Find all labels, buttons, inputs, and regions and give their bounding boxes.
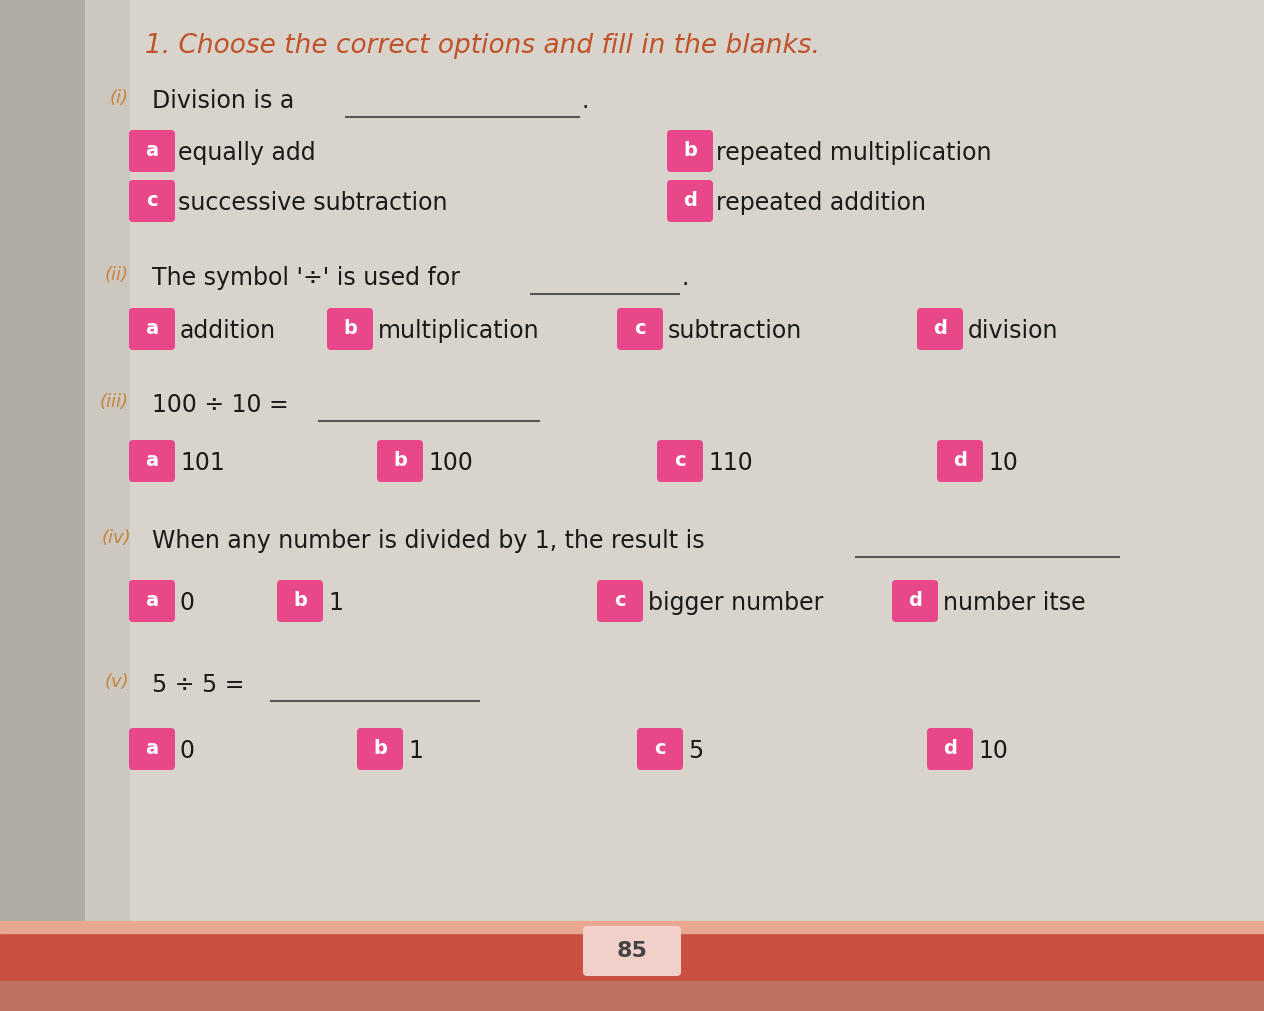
Text: c: c bbox=[614, 591, 626, 611]
FancyBboxPatch shape bbox=[129, 580, 174, 622]
FancyBboxPatch shape bbox=[916, 308, 963, 350]
FancyBboxPatch shape bbox=[356, 728, 403, 770]
Text: equally add: equally add bbox=[178, 141, 316, 165]
Text: 1: 1 bbox=[408, 739, 423, 763]
Text: b: b bbox=[393, 452, 407, 470]
Text: b: b bbox=[293, 591, 307, 611]
Text: a: a bbox=[145, 739, 158, 758]
Text: 1. Choose the correct options and fill in the blanks.: 1. Choose the correct options and fill i… bbox=[145, 33, 820, 59]
FancyBboxPatch shape bbox=[892, 580, 938, 622]
Text: repeated multiplication: repeated multiplication bbox=[715, 141, 991, 165]
Text: 100 ÷ 10 =: 100 ÷ 10 = bbox=[152, 393, 288, 417]
FancyBboxPatch shape bbox=[657, 440, 703, 482]
Text: c: c bbox=[635, 319, 646, 339]
Text: d: d bbox=[933, 319, 947, 339]
Text: .: . bbox=[581, 89, 589, 113]
Text: 10: 10 bbox=[978, 739, 1007, 763]
Text: 1: 1 bbox=[327, 591, 343, 615]
Text: (iv): (iv) bbox=[102, 529, 131, 547]
Text: a: a bbox=[145, 319, 158, 339]
Text: (v): (v) bbox=[105, 673, 130, 691]
FancyBboxPatch shape bbox=[129, 130, 174, 172]
Text: b: b bbox=[683, 142, 696, 161]
Bar bbox=[0, 933, 1264, 981]
FancyBboxPatch shape bbox=[597, 580, 643, 622]
FancyBboxPatch shape bbox=[617, 308, 664, 350]
FancyBboxPatch shape bbox=[637, 728, 683, 770]
Text: 5 ÷ 5 =: 5 ÷ 5 = bbox=[152, 673, 244, 697]
Text: 110: 110 bbox=[708, 451, 753, 475]
Text: bigger number: bigger number bbox=[648, 591, 823, 615]
Text: b: b bbox=[343, 319, 356, 339]
Text: a: a bbox=[145, 591, 158, 611]
Text: d: d bbox=[953, 452, 967, 470]
Text: 0: 0 bbox=[179, 591, 195, 615]
Text: Division is a: Division is a bbox=[152, 89, 295, 113]
Bar bbox=[0, 981, 1264, 1011]
Text: addition: addition bbox=[179, 319, 276, 343]
FancyBboxPatch shape bbox=[277, 580, 324, 622]
Polygon shape bbox=[0, 0, 85, 1011]
Text: a: a bbox=[145, 452, 158, 470]
Text: The symbol '÷' is used for: The symbol '÷' is used for bbox=[152, 266, 460, 290]
Text: 100: 100 bbox=[428, 451, 473, 475]
Text: c: c bbox=[147, 191, 158, 210]
Text: successive subtraction: successive subtraction bbox=[178, 191, 447, 215]
Text: When any number is divided by 1, the result is: When any number is divided by 1, the res… bbox=[152, 529, 704, 553]
Text: division: division bbox=[968, 319, 1058, 343]
FancyBboxPatch shape bbox=[377, 440, 423, 482]
Bar bbox=[0, 921, 1264, 933]
FancyBboxPatch shape bbox=[327, 308, 373, 350]
Text: 101: 101 bbox=[179, 451, 225, 475]
Text: d: d bbox=[683, 191, 696, 210]
Text: (ii): (ii) bbox=[105, 266, 129, 284]
FancyBboxPatch shape bbox=[129, 180, 174, 222]
Text: multiplication: multiplication bbox=[378, 319, 540, 343]
Text: b: b bbox=[373, 739, 387, 758]
Text: number itse: number itse bbox=[943, 591, 1086, 615]
Text: c: c bbox=[674, 452, 686, 470]
FancyBboxPatch shape bbox=[129, 728, 174, 770]
Text: 0: 0 bbox=[179, 739, 195, 763]
FancyBboxPatch shape bbox=[667, 130, 713, 172]
Text: (iii): (iii) bbox=[100, 393, 129, 411]
FancyBboxPatch shape bbox=[937, 440, 983, 482]
FancyBboxPatch shape bbox=[129, 440, 174, 482]
Text: subtraction: subtraction bbox=[667, 319, 803, 343]
Text: repeated addition: repeated addition bbox=[715, 191, 927, 215]
FancyBboxPatch shape bbox=[129, 308, 174, 350]
Polygon shape bbox=[85, 0, 130, 1006]
FancyBboxPatch shape bbox=[583, 926, 681, 976]
Text: .: . bbox=[683, 266, 689, 290]
Text: a: a bbox=[145, 142, 158, 161]
Text: c: c bbox=[655, 739, 666, 758]
FancyBboxPatch shape bbox=[667, 180, 713, 222]
Text: d: d bbox=[943, 739, 957, 758]
Text: 85: 85 bbox=[617, 941, 647, 961]
Text: (i): (i) bbox=[110, 89, 129, 107]
Text: 10: 10 bbox=[988, 451, 1018, 475]
Text: 5: 5 bbox=[688, 739, 703, 763]
Text: d: d bbox=[908, 591, 921, 611]
FancyBboxPatch shape bbox=[927, 728, 973, 770]
